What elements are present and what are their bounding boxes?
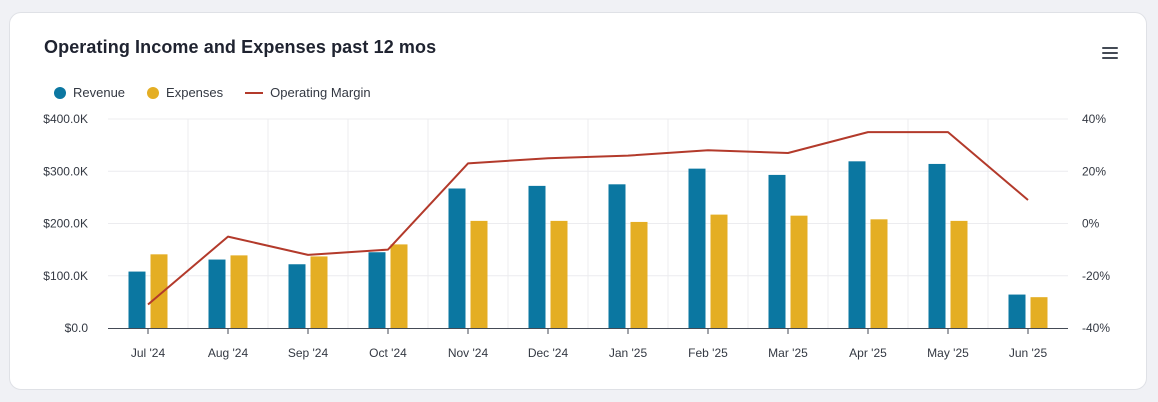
y2-tick-label: 40% bbox=[1082, 112, 1106, 126]
bar-revenue bbox=[928, 163, 946, 328]
chart-title: Operating Income and Expenses past 12 mo… bbox=[44, 37, 437, 57]
legend-margin-swatch bbox=[245, 91, 264, 94]
bar-revenue bbox=[368, 252, 386, 328]
bar-revenue bbox=[128, 271, 146, 328]
y-tick-label: $200.0K bbox=[43, 217, 88, 231]
bar-revenue bbox=[1008, 294, 1026, 328]
legend-item-revenue[interactable]: Revenue bbox=[54, 85, 125, 100]
bar-revenue bbox=[768, 174, 786, 328]
bar-expenses bbox=[870, 219, 888, 328]
legend-expenses-label: Expenses bbox=[166, 85, 224, 100]
bar-expenses bbox=[630, 221, 648, 328]
bar-revenue bbox=[848, 161, 866, 328]
bar-expenses bbox=[950, 220, 968, 328]
y2-tick-label: 20% bbox=[1082, 164, 1106, 178]
hamburger-menu-icon[interactable] bbox=[1102, 47, 1118, 61]
bar-expenses bbox=[150, 254, 168, 328]
chart-legend: Revenue Expenses Operating Margin bbox=[54, 85, 393, 100]
y-tick-label: $400.0K bbox=[43, 112, 88, 126]
legend-item-operating-margin[interactable]: Operating Margin bbox=[245, 85, 371, 100]
bar-revenue bbox=[688, 168, 706, 328]
legend-revenue-label: Revenue bbox=[73, 85, 126, 100]
legend-item-expenses[interactable]: Expenses bbox=[147, 85, 223, 100]
y-tick-label: $100.0K bbox=[43, 269, 88, 283]
x-tick-label: Jun '25 bbox=[1009, 346, 1048, 360]
bar-expenses bbox=[710, 214, 728, 328]
bar-revenue bbox=[528, 185, 546, 328]
bar-revenue bbox=[448, 188, 466, 328]
x-tick-label: Dec '24 bbox=[528, 346, 569, 360]
y-tick-label: $300.0K bbox=[43, 164, 88, 178]
x-tick-label: Nov '24 bbox=[448, 346, 489, 360]
y2-tick-label: -40% bbox=[1082, 321, 1110, 335]
bar-expenses bbox=[1030, 297, 1048, 328]
x-tick-label: Aug '24 bbox=[208, 346, 249, 360]
x-tick-label: Jan '25 bbox=[609, 346, 648, 360]
bar-revenue bbox=[208, 259, 226, 328]
legend-revenue-swatch bbox=[54, 86, 66, 99]
bar-expenses bbox=[790, 215, 808, 328]
x-tick-label: May '25 bbox=[927, 346, 969, 360]
bar-expenses bbox=[390, 244, 408, 328]
x-tick-label: Feb '25 bbox=[688, 346, 728, 360]
bar-expenses bbox=[550, 220, 568, 328]
bar-revenue bbox=[288, 264, 306, 328]
x-tick-label: Jul '24 bbox=[131, 346, 166, 360]
x-tick-label: Mar '25 bbox=[768, 346, 808, 360]
chart-card: Operating Income and Expenses past 12 mo… bbox=[9, 12, 1147, 390]
x-tick-label: Oct '24 bbox=[369, 346, 407, 360]
y2-tick-label: -20% bbox=[1082, 269, 1110, 283]
legend-expenses-swatch bbox=[147, 86, 160, 99]
line-operating-margin bbox=[147, 131, 1029, 306]
bar-revenue bbox=[608, 184, 626, 328]
x-tick-label: Sep '24 bbox=[288, 346, 329, 360]
x-tick-label: Apr '25 bbox=[849, 346, 887, 360]
bar-expenses bbox=[470, 220, 488, 328]
bar-expenses bbox=[310, 256, 328, 328]
y2-tick-label: 0% bbox=[1082, 217, 1100, 231]
legend-margin-label: Operating Margin bbox=[270, 85, 371, 100]
bar-expenses bbox=[230, 255, 248, 328]
y-tick-label: $0.0 bbox=[65, 321, 89, 335]
